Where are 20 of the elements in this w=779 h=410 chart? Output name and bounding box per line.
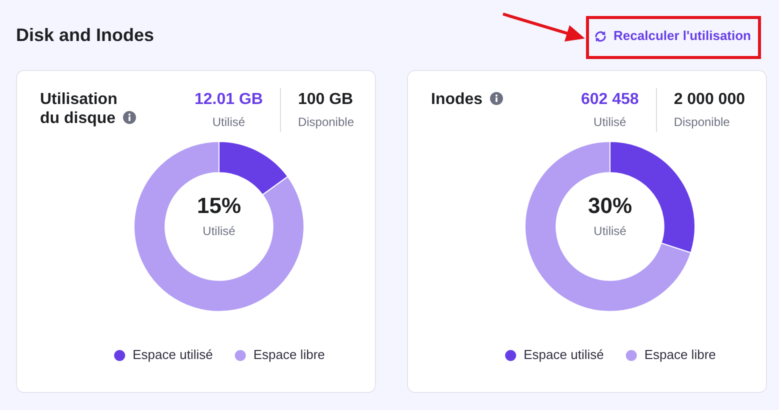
legend-label: Espace utilisé: [524, 347, 604, 362]
text: Recalculer l'utilisation: [614, 28, 751, 44]
text: 2 000 000: [674, 90, 745, 109]
text: Utilisé: [202, 223, 236, 239]
legend-label: Espace utilisé: [132, 347, 213, 362]
text: Utilisé: [212, 114, 246, 130]
legend-label: Espace libre: [253, 347, 325, 362]
text: 100 GB: [298, 90, 354, 109]
chart-title: Inodes: [431, 90, 484, 109]
text: Utilisé: [592, 223, 628, 239]
text: 15%: [196, 193, 242, 219]
text: Utilisé: [594, 114, 626, 130]
legend-label: Espace libre: [644, 347, 716, 362]
chart-title: Utilisation du disque: [40, 90, 118, 128]
text: 602 458: [580, 90, 639, 109]
text: 30%: [586, 193, 634, 219]
text: Disponible: [298, 114, 354, 130]
text: Disponible: [674, 114, 730, 130]
text: Disk and Inodes: [16, 24, 154, 46]
text: 12.01 GB: [194, 90, 263, 109]
